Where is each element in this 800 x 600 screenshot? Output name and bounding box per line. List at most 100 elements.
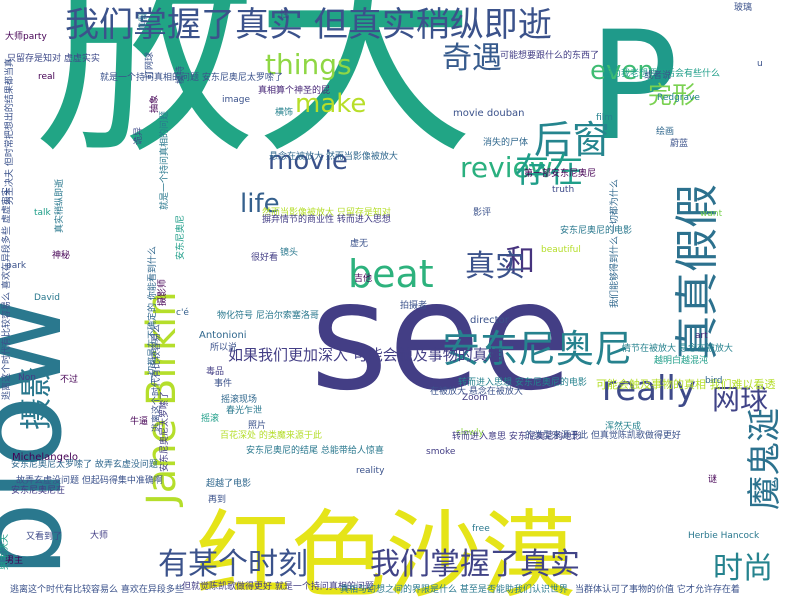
word-cloud-term: 不过 (60, 374, 79, 385)
word-cloud-term: 安东尼奥尼在 (11, 485, 66, 496)
word-cloud-term: 越明白越混沌 (654, 355, 709, 366)
word-cloud-term: real (38, 71, 56, 82)
word-cloud-term: 如果我们更加深入 可能会触及事物的真相 (228, 346, 503, 365)
word-cloud-term: 物化符号 尼治尔索塞洛哥 (217, 310, 319, 321)
word-cloud-term: 故弄玄虚没问题 但起码得集中准确啊 (16, 475, 163, 486)
word-cloud-term: 所以说 (210, 342, 238, 353)
word-cloud-term: smoke (426, 446, 456, 457)
word-cloud-term: Michelangelo (12, 451, 79, 463)
word-cloud-term: beautiful (541, 244, 581, 255)
word-cloud-term: 只留存是知对 虚虚实实 (7, 53, 100, 64)
word-cloud-term: 可能会触及事物的真相 我们难以看透 (596, 377, 776, 391)
word-cloud-term: make (295, 89, 367, 120)
word-cloud-term: 男主决夫 (0, 533, 10, 570)
word-cloud-term: 我们能够得到什么 一切都为什么 (610, 179, 620, 308)
word-cloud-term: image (222, 94, 251, 105)
word-cloud-term: 消失的尸体 (483, 137, 529, 148)
word-cloud-term: 玻璃 (734, 2, 753, 13)
word-cloud-term: 摇滚 (201, 413, 220, 424)
word-cloud-term: 镜头 (280, 247, 299, 258)
word-cloud-term: 模特 (176, 65, 186, 84)
word-cloud-term: art (695, 330, 708, 341)
word-cloud-term: 摇滚现场 (221, 394, 258, 405)
word-cloud-term: even (590, 56, 654, 87)
word-cloud-term: review (460, 151, 553, 185)
word-cloud-term: 春光乍泄 (226, 405, 263, 416)
word-cloud-term: 逃离这个时代有比较容易么 喜欢在异段多些 虚虚实实 (2, 187, 12, 400)
word-cloud-term: 转而进入思想 安东尼奥尼的电影 (458, 377, 587, 388)
word-cloud-term: 大师 (90, 530, 109, 541)
word-cloud-term: c'é (176, 307, 189, 318)
word-cloud-term: movie (268, 146, 348, 177)
word-cloud-term: 超越了电影 (206, 478, 252, 489)
word-cloud-term: P (588, 0, 679, 174)
word-cloud-term: director (470, 314, 509, 326)
word-cloud-term: 安东尼奥尼太罗嗦了 (160, 390, 170, 472)
word-cloud-term: 后窗 (534, 118, 611, 163)
word-cloud-term: 摄影师 (158, 278, 168, 306)
word-cloud-term: 有某个时刻 (158, 547, 308, 583)
word-cloud-term: 转而进入意思 安东尼奥尼的电影 (452, 431, 581, 442)
word-cloud-term: 然而当影像被放大 只留存是知对 (262, 207, 391, 218)
word-cloud-term: 谜 (708, 474, 718, 485)
word-cloud-term: 摒弃情节的商业性 转而进入思想 (262, 214, 391, 225)
word-cloud-term: 时尚 (713, 551, 773, 587)
word-cloud-term: 毒品 (206, 366, 225, 377)
word-cloud-term: 真相与幻想之间的界限是什么 甚至是否能助我们认识世界 (340, 584, 568, 595)
word-cloud-term: 抽象 (150, 94, 160, 113)
word-cloud-term: 真相算个神圣的屁 (258, 85, 331, 96)
word-cloud-term: 男主决夫 但时常把想出的结果都当真 (5, 58, 15, 205)
word-cloud-term: reality (356, 465, 385, 476)
word-cloud-term: bird (705, 375, 723, 386)
word-cloud-term: 性 (280, 9, 290, 20)
word-cloud-term: see (310, 250, 573, 424)
word-cloud-term: 我们掌握了真实 但真实稍纵即逝 (65, 4, 552, 45)
word-cloud-term: 牛逼 (130, 416, 149, 427)
word-cloud-term: 的类型来源于此 但真觉陈凯歌做得更好 (525, 430, 681, 441)
word-cloud-term: 当群体认可了事物的价值 它才允许存在着 (575, 584, 740, 595)
word-cloud-term: 第一部安东尼奥尼 (524, 168, 597, 179)
word-cloud-term: want (700, 208, 723, 219)
word-cloud-term: Non (18, 372, 36, 383)
word-cloud-term: 安东尼奥尼 (176, 214, 186, 260)
word-cloud-term: park (6, 260, 27, 271)
word-cloud-term: Antonioni (199, 329, 247, 341)
word-cloud-term: David (34, 292, 60, 303)
word-cloud-term: 存在 (515, 150, 583, 191)
word-cloud-term: 红色沙漠 (196, 500, 577, 600)
word-cloud-term: 影评 (473, 207, 492, 218)
word-cloud-term: 安东尼奥尼 (442, 327, 633, 372)
word-cloud-term: 很好看 (251, 252, 279, 263)
word-cloud-term: 蔚蓝 (670, 138, 689, 149)
word-cloud-term: 安东尼奥尼的电影 (560, 225, 633, 236)
word-cloud-term: 照片 (248, 420, 267, 431)
word-cloud-term: 因为我老想要离后会有些什么 (603, 68, 721, 79)
word-cloud-term: film (596, 112, 613, 123)
word-cloud-term: 就是一个持问真相的问题 安东尼奥尼太罗嗦了 (100, 72, 283, 83)
word-cloud-term: truth (552, 184, 575, 195)
word-cloud-term: 再到 (208, 494, 227, 505)
word-cloud-term: 可能想要跟什么的东西了 (500, 50, 600, 61)
word-cloud-term: 我们掌握了真实 (370, 547, 580, 583)
word-cloud-term: 事件 (214, 378, 233, 389)
word-cloud-term: 或者说 (644, 70, 672, 81)
word-cloud-term: 魔鬼涎 (745, 408, 785, 510)
word-cloud-term: 浑然天成 (605, 421, 642, 432)
word-cloud-term: 情节在被放大 悬念在被放大 (622, 343, 733, 354)
word-cloud-term: 百花深处 的类魔来源于此 (220, 430, 322, 441)
word-cloud-term: 逃离这个时代有比较容易么 喜欢在异段多些 (10, 584, 184, 595)
word-cloud-term: slowly (456, 427, 484, 438)
word-cloud-term: beat (348, 252, 434, 297)
word-cloud-term: 悬念在被放大 然而当影像被放大 (269, 151, 398, 162)
word-cloud-term: life (240, 189, 280, 220)
word-cloud-term: 打网球 (145, 51, 155, 79)
word-cloud-term: 横饰 (275, 107, 294, 118)
word-cloud-term: 虚无 (350, 238, 369, 249)
word-cloud-term: 网球 (712, 383, 769, 417)
word-cloud-term: Herbie Hancock (688, 530, 760, 541)
word-cloud-term: free (472, 523, 490, 534)
word-cloud-term: 奇遇 (442, 41, 502, 77)
word-cloud-term: 大师party (5, 31, 47, 42)
word-cloud-term: 吉他 (354, 273, 373, 284)
